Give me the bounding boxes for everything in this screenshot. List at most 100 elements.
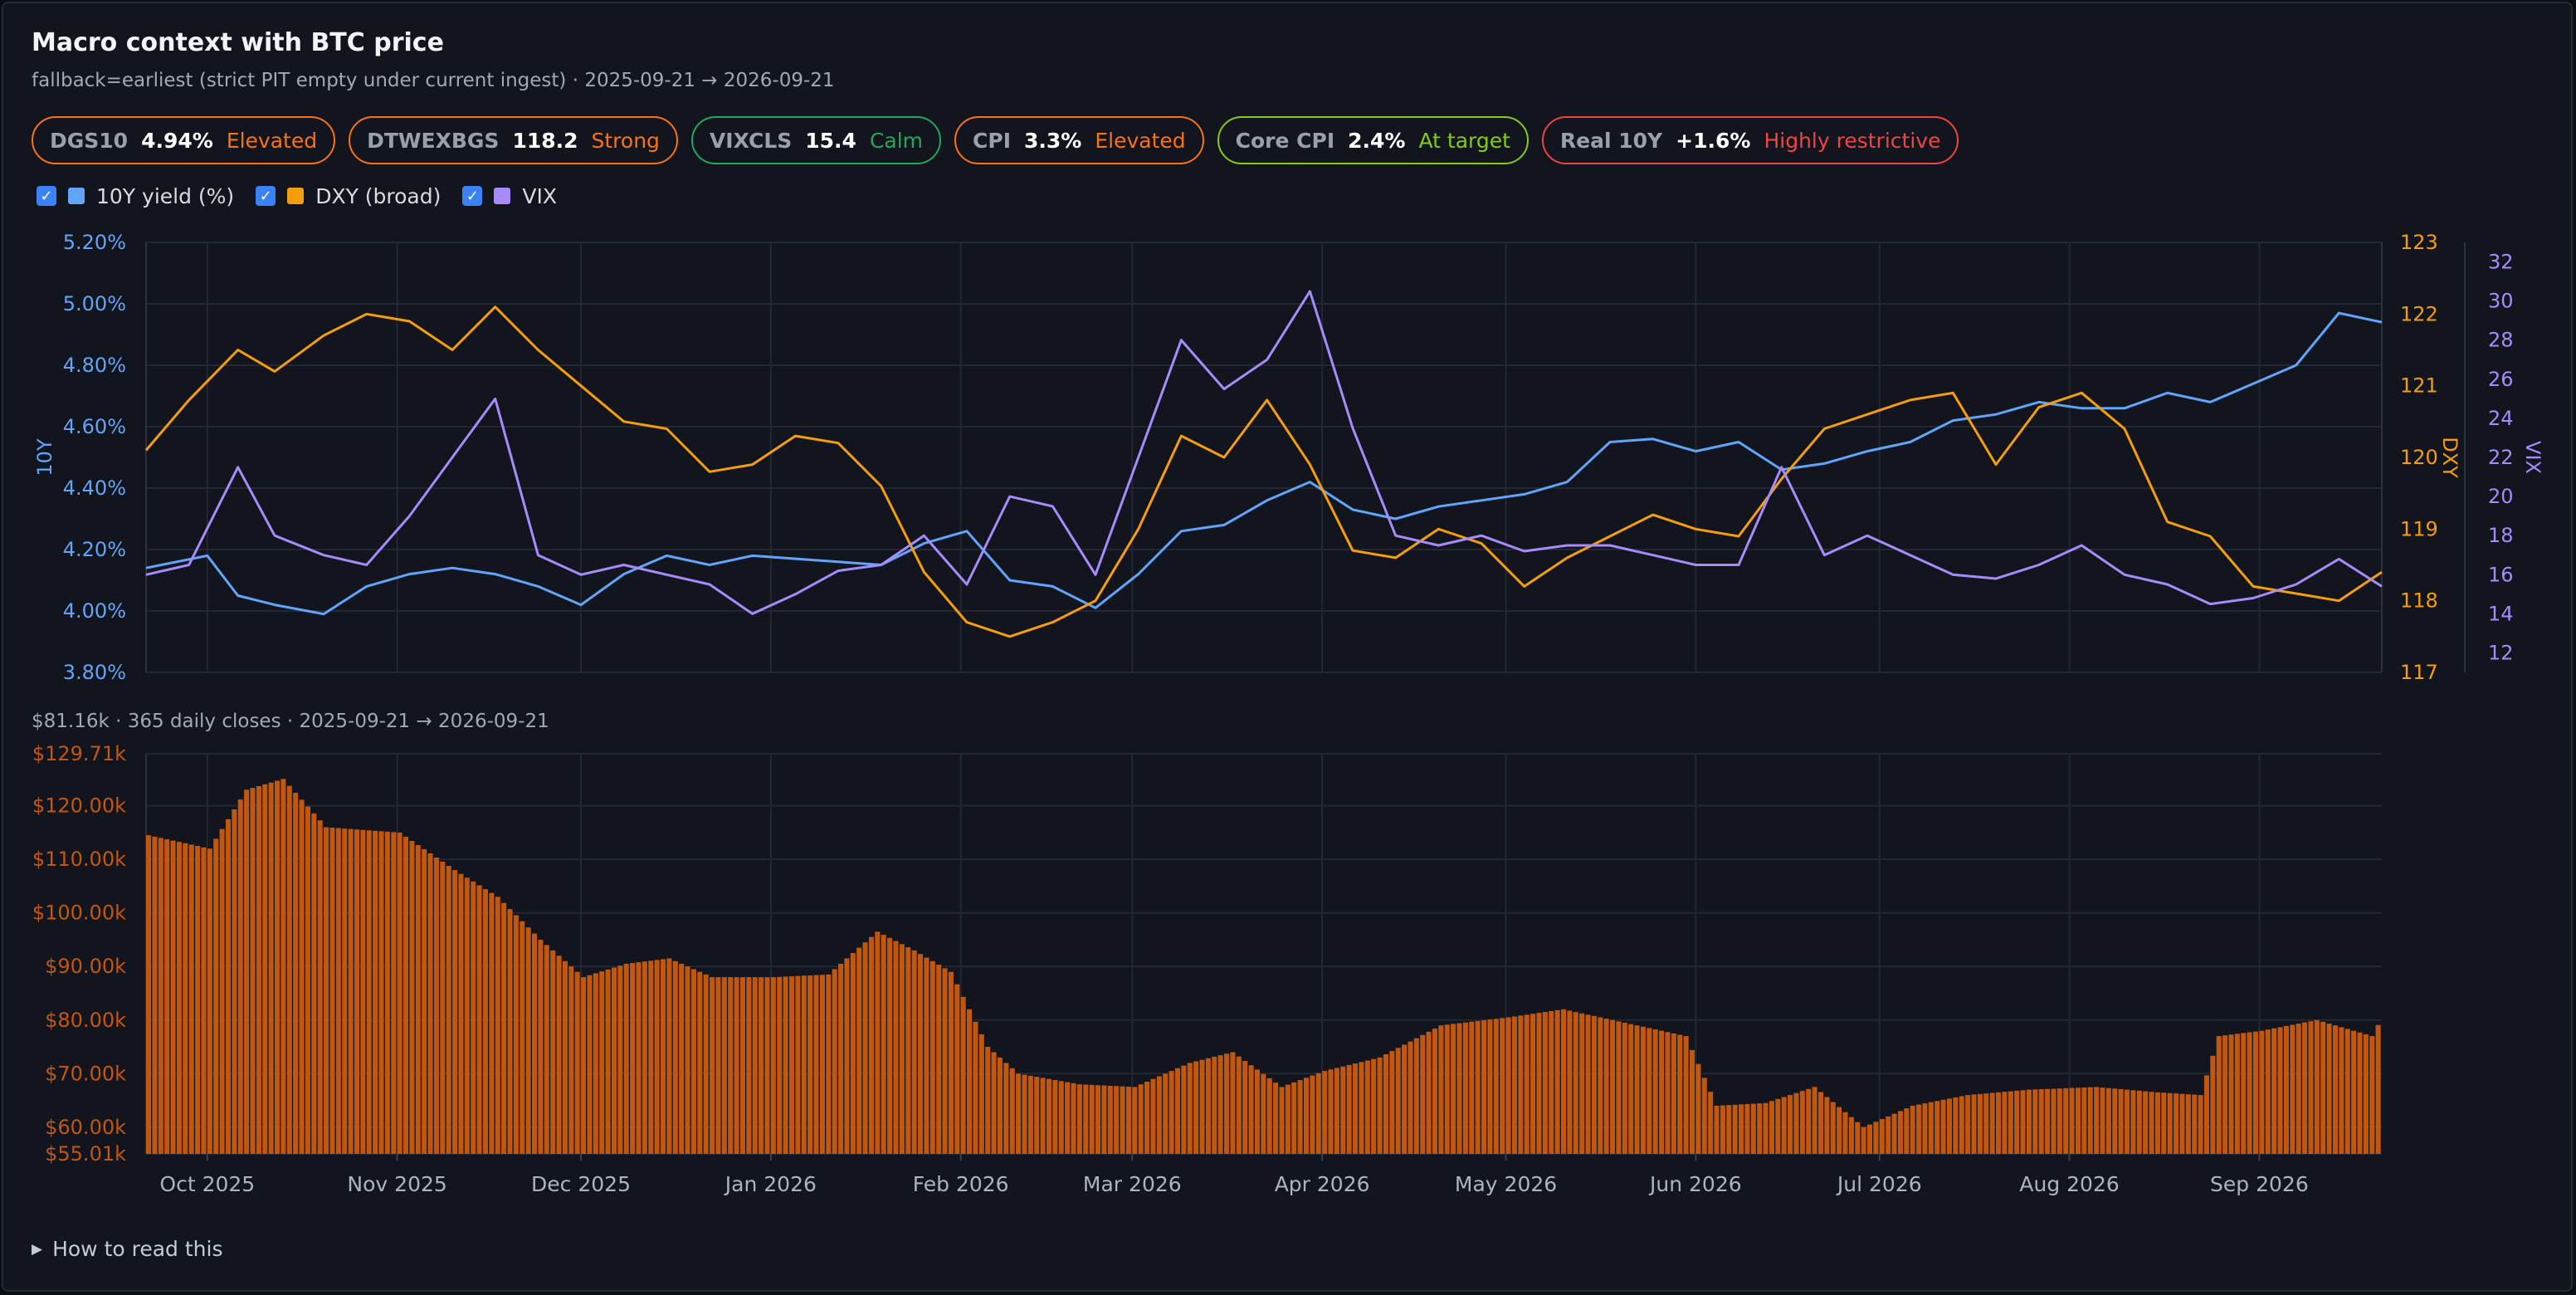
btc-bar bbox=[207, 848, 212, 1154]
btc-bar bbox=[2357, 1032, 2363, 1154]
btc-bar bbox=[739, 977, 745, 1154]
legend-item-dxy-broad[interactable]: ✓ DXY (broad) bbox=[256, 184, 441, 208]
btc-bar bbox=[1076, 1084, 1082, 1154]
btc-bar bbox=[1383, 1054, 1388, 1154]
btc-bar bbox=[1016, 1073, 1022, 1154]
checkbox-icon[interactable]: ✓ bbox=[256, 186, 276, 206]
btc-bar bbox=[942, 968, 948, 1154]
btc-bar bbox=[1279, 1087, 1285, 1154]
btc-bar bbox=[1934, 1101, 1940, 1154]
btc-bar bbox=[1408, 1041, 1413, 1154]
btc-bar bbox=[917, 954, 924, 1154]
btc-bar bbox=[654, 960, 660, 1154]
btc-bar bbox=[759, 977, 764, 1154]
series-legend: ✓ 10Y yield (%) ✓ DXY (broad) ✓ VIX bbox=[37, 179, 557, 213]
btc-bar bbox=[826, 974, 832, 1154]
btc-bar bbox=[1665, 1032, 1671, 1154]
btc-bar bbox=[2051, 1088, 2056, 1154]
btc-bar bbox=[373, 830, 378, 1154]
yaxis-right-tick-label: 123 bbox=[2400, 231, 2438, 254]
btc-bar bbox=[1530, 1014, 1536, 1154]
btc-bar bbox=[1616, 1021, 1622, 1154]
btc-bar bbox=[1193, 1061, 1199, 1154]
btc-bar bbox=[268, 782, 274, 1154]
indicator-code: Core CPI bbox=[1235, 128, 1335, 153]
btc-bar bbox=[1303, 1078, 1310, 1154]
xaxis-tick-label: Dec 2025 bbox=[531, 1172, 631, 1196]
legend-label: VIX bbox=[522, 183, 557, 208]
btc-bar bbox=[275, 780, 281, 1154]
btc-bar bbox=[2271, 1028, 2277, 1154]
btc-bar bbox=[1536, 1013, 1542, 1154]
btc-bar bbox=[960, 996, 966, 1154]
btc-summary: $81.16k · 365 daily closes · 2025-09-21 … bbox=[32, 711, 549, 732]
btc-bar bbox=[795, 975, 801, 1154]
btc-bar bbox=[1622, 1023, 1627, 1154]
btc-bar bbox=[1591, 1015, 1597, 1154]
disclosure-triangle-icon: ▶ bbox=[32, 1240, 43, 1258]
yaxis-right2-tick-label: 32 bbox=[2488, 251, 2514, 274]
yaxis-right-tick-label: 122 bbox=[2400, 302, 2438, 325]
how-to-read-toggle[interactable]: ▶ How to read this bbox=[32, 1237, 222, 1261]
indicator-chip-real-10y: Real 10Y +1.6% Highly restrictive bbox=[1541, 116, 1959, 164]
btc-bar bbox=[924, 957, 929, 1154]
btc-bar bbox=[911, 950, 917, 1154]
btc-bar bbox=[1371, 1058, 1377, 1154]
indicator-status: Highly restrictive bbox=[1764, 128, 1941, 153]
btc-bar bbox=[2125, 1089, 2130, 1154]
btc-bar bbox=[1022, 1074, 1027, 1154]
btc-bar bbox=[556, 955, 562, 1154]
btc-bar bbox=[1873, 1122, 1879, 1154]
btc-bar bbox=[1353, 1063, 1359, 1154]
btc-bar bbox=[329, 828, 335, 1154]
btc-bar bbox=[1065, 1082, 1071, 1154]
btc-bar bbox=[623, 964, 629, 1154]
btc-bar bbox=[1052, 1080, 1058, 1154]
btc-bar bbox=[819, 975, 825, 1154]
checkbox-icon[interactable]: ✓ bbox=[37, 186, 56, 206]
btc-bar bbox=[1181, 1065, 1187, 1154]
btc-bar bbox=[1567, 1010, 1573, 1154]
btc-bar bbox=[1402, 1044, 1408, 1154]
btc-bar bbox=[1236, 1056, 1242, 1154]
btc-bar bbox=[458, 873, 464, 1154]
btc-bar bbox=[666, 958, 672, 1154]
indicator-status: Elevated bbox=[226, 128, 318, 153]
btc-bar bbox=[2130, 1090, 2136, 1154]
btc-bar bbox=[335, 828, 341, 1154]
checkbox-icon[interactable]: ✓ bbox=[462, 186, 483, 206]
btc-bar bbox=[1377, 1057, 1383, 1154]
btc-bar bbox=[256, 786, 261, 1154]
yaxis-right2-tick-label: 30 bbox=[2488, 290, 2514, 313]
yaxis-right2-tick-label: 26 bbox=[2488, 368, 2514, 391]
btc-bar bbox=[881, 935, 886, 1154]
btc-bar bbox=[2332, 1025, 2338, 1154]
indicator-value: 3.3% bbox=[1024, 128, 1082, 153]
btc-bar bbox=[1168, 1071, 1174, 1154]
btc-bar bbox=[1511, 1016, 1517, 1154]
btc-bar bbox=[2228, 1034, 2234, 1154]
yaxis-right-tick-label: 117 bbox=[2400, 661, 2438, 684]
btc-bar bbox=[2032, 1089, 2038, 1154]
btc-bar bbox=[1799, 1091, 1805, 1154]
panel-title: Macro context with BTC price bbox=[32, 28, 444, 57]
btc-bar bbox=[1524, 1014, 1530, 1154]
btc-bar bbox=[764, 977, 770, 1154]
panel-subtitle: fallback=earliest (strict PIT empty unde… bbox=[32, 70, 835, 91]
btc-bar bbox=[1505, 1017, 1511, 1154]
yaxis-right2-tick-label: 12 bbox=[2488, 641, 2514, 664]
btc-bar bbox=[832, 969, 837, 1154]
btc-bar bbox=[1886, 1116, 1891, 1154]
legend-item-vix[interactable]: ✓ VIX bbox=[462, 184, 557, 208]
btc-bar bbox=[1579, 1013, 1585, 1154]
btc-bar bbox=[402, 836, 409, 1154]
btc-bar bbox=[2112, 1088, 2118, 1154]
btc-bar bbox=[2020, 1090, 2026, 1154]
indicator-chip-cpi: CPI 3.3% Elevated bbox=[954, 116, 1204, 164]
legend-item-10y-yield[interactable]: ✓ 10Y yield (%) bbox=[37, 184, 234, 208]
btc-bar bbox=[2222, 1035, 2228, 1154]
btc-bar bbox=[1701, 1078, 1707, 1154]
btc-bar bbox=[2185, 1094, 2191, 1154]
btc-bar bbox=[305, 806, 310, 1154]
btc-bar bbox=[1695, 1063, 1701, 1154]
